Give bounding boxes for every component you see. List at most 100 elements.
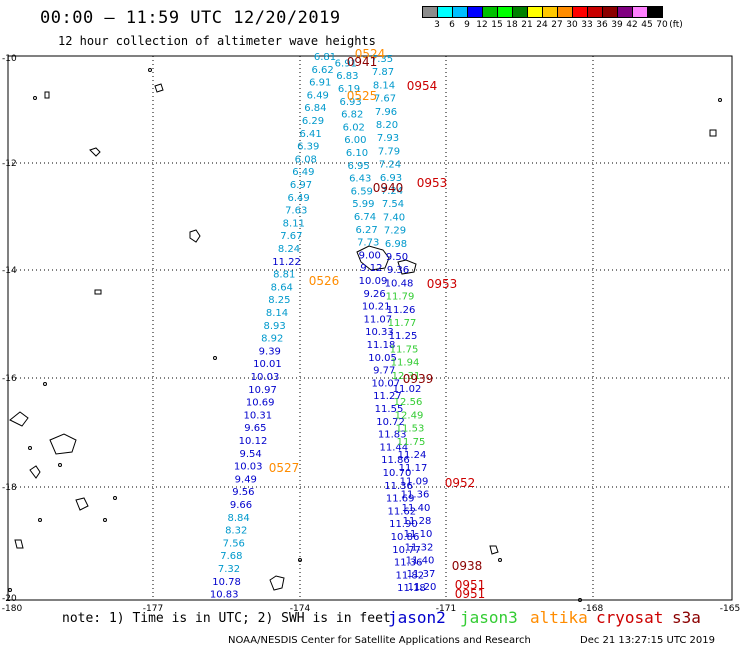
track-a-value: 11.86: [381, 455, 410, 466]
track-a-value: 8.64: [271, 282, 293, 293]
track-a-value: 10.12: [239, 436, 268, 447]
track-b-value: 11.20: [408, 582, 437, 593]
track-a-value: 6.81: [314, 52, 336, 63]
track-a-value: 6.59: [351, 186, 373, 197]
track-a-value: 7.68: [220, 551, 242, 562]
legend-tick-label: 6: [449, 20, 455, 30]
track-b-value: 11.25: [389, 331, 418, 342]
track-b-value: 7.40: [383, 212, 405, 223]
pass-time-label: 0953: [417, 176, 448, 190]
longitude-label: -174: [290, 604, 311, 614]
pass-time-label: 0526: [309, 274, 340, 288]
track-a-value: 9.66: [230, 500, 252, 511]
legend-tick-label: 39: [611, 20, 623, 30]
pass-time-label: 0939: [403, 372, 434, 386]
legend-tick-label: 3: [434, 20, 440, 30]
track-a-value: 6.74: [354, 212, 376, 223]
pass-time-label: 0941: [347, 55, 378, 69]
longitude-label: -168: [583, 604, 604, 614]
pass-time-label: 0527: [269, 461, 300, 475]
pass-time-label: 0951: [455, 587, 486, 601]
pass-time-label: 0951: [455, 578, 486, 592]
track-a-value: 10.21: [362, 302, 391, 313]
legend-unit: (ft): [669, 20, 683, 30]
altimeter-tracks: 6.816.916.626.836.916.196.496.936.846.82…: [210, 52, 436, 601]
longitude-label: -177: [143, 604, 163, 614]
generation-timestamp: Dec 21 13:27:15 UTC 2019: [580, 635, 715, 646]
track-a-value: 10.77: [392, 545, 421, 556]
track-a-value: 10.70: [383, 468, 412, 479]
legend-tick-label: 12: [476, 20, 488, 30]
islet: [43, 382, 47, 386]
track-b-value: 11.79: [386, 292, 415, 303]
track-b-value: 7.24: [381, 186, 403, 197]
track-b-value: 6.98: [385, 239, 407, 250]
track-a-value: 6.49: [307, 90, 329, 101]
track-a-value: 11.07: [363, 314, 392, 325]
track-a-value: 11.82: [395, 570, 424, 581]
track-a-value: 6.93: [339, 97, 361, 108]
track-b-value: 11.40: [402, 503, 431, 514]
legend-tick-label: 21: [521, 20, 533, 30]
island-outline: [9, 411, 29, 427]
islet: [148, 68, 152, 72]
track-b-value: 12.56: [394, 397, 423, 408]
track-a-value: 8.93: [263, 321, 285, 332]
track-b-value: 7.67: [374, 94, 396, 105]
track-a-value: 10.05: [368, 353, 397, 364]
track-a-value: 11.69: [386, 494, 415, 505]
track-a-value: 7.32: [218, 564, 240, 575]
legend-tick-label: 42: [626, 20, 638, 30]
island-outlines: [8, 68, 722, 602]
track-b-value: 7.24: [379, 160, 401, 171]
track-a-value: 6.49: [287, 193, 309, 204]
satellite-legend-altika: altika: [530, 608, 588, 627]
track-b-value: 7.54: [382, 199, 404, 210]
track-a-value: 8.25: [268, 295, 290, 306]
track-a-value: 11.62: [387, 506, 416, 517]
legend-tick-label: 70: [656, 20, 668, 30]
track-a-value: 6.83: [336, 71, 358, 82]
legend-tick-label: 18: [506, 20, 518, 30]
track-a-value: 10.72: [376, 417, 405, 428]
map-gridlines: [8, 56, 732, 600]
pass-time-label: 0953: [427, 277, 458, 291]
track-b-value: 11.36: [401, 490, 430, 501]
track-a-value: 8.92: [261, 334, 283, 345]
island-outline: [89, 147, 101, 157]
islet: [578, 598, 582, 602]
islet: [33, 96, 37, 100]
map-border: [7, 55, 733, 601]
island-outline: [269, 575, 285, 591]
longitude-label: -180: [2, 604, 23, 614]
track-a-value: 11.44: [379, 442, 408, 453]
track-a-value: 10.01: [253, 359, 282, 370]
track-a-value: 6.08: [295, 154, 317, 165]
track-a-value: 7.73: [357, 238, 379, 249]
track-b-value: 7.29: [384, 226, 406, 237]
track-a-value: 6.29: [302, 116, 324, 127]
longitude-label: -165: [720, 604, 740, 614]
islet: [58, 463, 62, 467]
longitude-label: -171: [436, 604, 456, 614]
track-a-value: 6.19: [338, 84, 360, 95]
latitude-label: -16: [2, 374, 17, 384]
track-a-value: 10.69: [246, 398, 275, 409]
track-a-value: 11.83: [378, 430, 407, 441]
islet: [38, 518, 42, 522]
track-a-value: 11.18: [397, 583, 426, 594]
track-b-value: 8.20: [376, 120, 398, 131]
track-b-value: 9.36: [387, 265, 409, 276]
footer-note: note: 1) Time is in UTC; 2) SWH is in fe…: [62, 611, 391, 626]
track-b-value: 11.26: [387, 305, 416, 316]
island-outline: [44, 91, 50, 99]
track-b-value: 11.09: [400, 476, 429, 487]
islet: [718, 98, 722, 102]
track-b-value: 11.37: [407, 569, 436, 580]
track-a-value: 11.27: [373, 391, 402, 402]
pass-time-label: 0940: [373, 181, 404, 195]
legend-tick-label: 9: [464, 20, 470, 30]
color-scale-bar: [422, 6, 663, 18]
